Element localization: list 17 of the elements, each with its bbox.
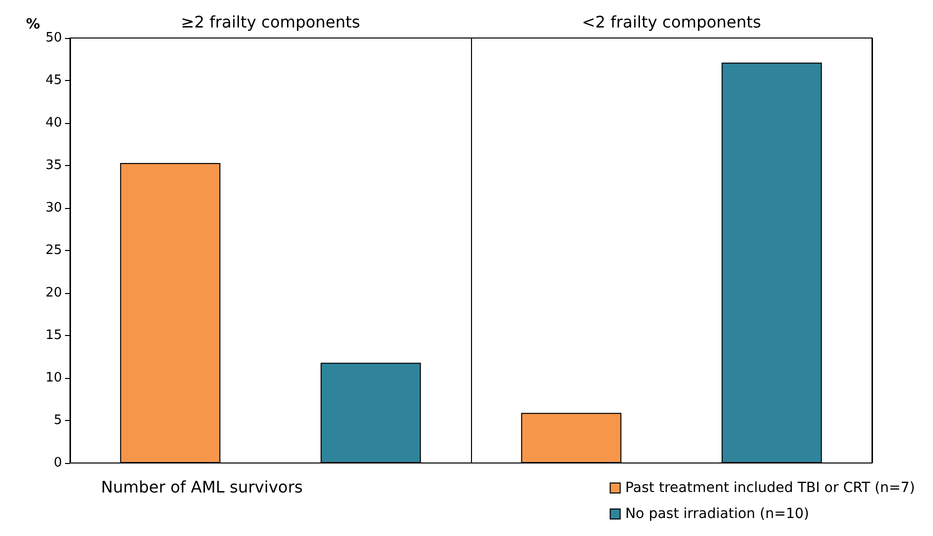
y-tick-label: 5 [54,413,62,428]
y-tick-label: 40 [45,116,62,130]
y-tick-label: 25 [45,243,62,258]
legend-label: Past treatment included TBI or CRT (n=7) [625,480,915,496]
y-axis-title: % [26,16,40,33]
y-tick-label: 15 [45,328,62,343]
y-tick-label: 35 [45,158,62,173]
y-tick-label: 10 [45,370,62,386]
y-tick-label: 20 [45,286,62,300]
x-tick-label: <2 frailty components [582,12,762,32]
y-tick-label: 50 [45,30,62,46]
y-tick-label: 45 [45,73,62,88]
x-tick-label: ≥2 frailty components [180,12,360,32]
x-axis-title: Number of AML survivors [101,478,303,496]
legend-label: No past irradiation (n=10) [625,506,810,522]
y-tick-label: 30 [45,200,62,216]
y-tick-label: 0 [54,456,62,470]
